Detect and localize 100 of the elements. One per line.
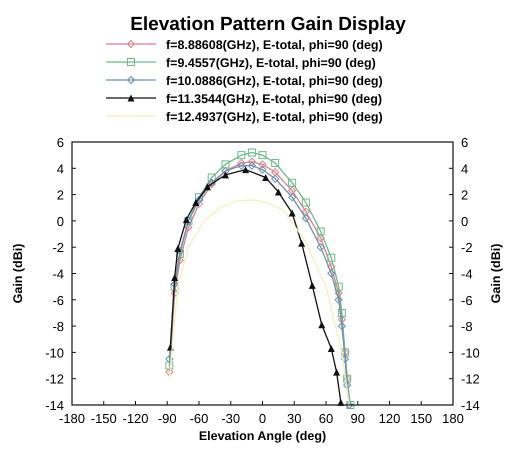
point (248, 162, 256, 170)
point (242, 166, 250, 174)
point (327, 254, 336, 262)
point (208, 174, 216, 182)
point (334, 296, 343, 304)
y-tick-label: 6 (56, 135, 64, 150)
point (302, 208, 310, 216)
point (165, 368, 174, 376)
y2-tick-label: -12 (461, 372, 480, 387)
y2-tick-label: -4 (461, 266, 473, 282)
y-axis-title: Gain (dBi) (11, 244, 25, 304)
point (274, 188, 282, 196)
point (288, 210, 296, 217)
legend-label: f=10.0886(GHz), E-total, phi=90 (deg) (166, 74, 383, 88)
point (328, 344, 335, 352)
point (271, 174, 280, 183)
point (288, 178, 296, 187)
point (182, 216, 190, 224)
point (237, 162, 246, 170)
point (176, 250, 184, 258)
point (221, 160, 230, 168)
x-tick-label: -150 (90, 411, 117, 426)
x-tick-label: -60 (190, 411, 208, 426)
point (316, 234, 325, 242)
point (316, 227, 325, 236)
y2-tick-label: -14 (461, 398, 480, 413)
y-tick-label: -12 (45, 372, 64, 387)
point (176, 256, 184, 264)
point (302, 198, 310, 206)
y2-tick-label: -6 (461, 292, 473, 308)
point (288, 186, 296, 195)
point (237, 151, 246, 160)
y-tick-label: -14 (45, 398, 64, 413)
legend-label: f=11.3544(GHz), E-total, phi=90 (deg) (166, 92, 382, 106)
point (327, 262, 336, 271)
x-tick-label: 60 (318, 411, 334, 426)
point (176, 247, 184, 256)
point (165, 354, 174, 363)
point (308, 282, 316, 289)
point (170, 282, 179, 291)
x-tick-label: 150 (410, 411, 432, 426)
chart-title: Elevation Pattern Gain Display (130, 14, 406, 35)
y-tick-label: -4 (52, 266, 64, 282)
point (271, 159, 280, 168)
point (338, 322, 346, 330)
y2-tick-label: 2 (461, 188, 468, 203)
y-tick-label: 4 (56, 161, 64, 176)
point (327, 270, 336, 278)
x-axis-title: Elevation Angle (deg) (198, 429, 326, 443)
point (258, 151, 266, 160)
x-tick-label: 0 (258, 411, 266, 426)
point (288, 193, 296, 202)
point (334, 282, 343, 291)
point (316, 243, 325, 252)
x-tick-label: -120 (122, 411, 149, 426)
legend-label: f=9.4557(GHz), E-total, phi=90 (deg) (166, 56, 376, 70)
point (204, 183, 211, 190)
x-tick-label: 120 (378, 411, 400, 426)
legend-label: f=8.88608(GHz), E-total, phi=90 (deg) (166, 38, 383, 52)
y-tick-label: -2 (52, 240, 64, 256)
x-tick-label: 30 (287, 411, 302, 426)
point (195, 196, 203, 204)
y-tick-label: -8 (52, 319, 64, 334)
point (171, 274, 178, 281)
point (338, 308, 346, 317)
y-tick-label: -6 (52, 292, 64, 308)
point (302, 214, 310, 222)
point (237, 159, 246, 168)
x-tick-label: 180 (442, 411, 464, 426)
point (195, 193, 203, 202)
legend-label: f=12.4937(GHz), E-total, phi=90 (deg) (166, 110, 383, 124)
y-tick-label: 2 (56, 188, 64, 203)
point (271, 168, 280, 176)
point (222, 171, 229, 178)
y2-tick-label: -8 (461, 319, 473, 334)
x-tick-label: -180 (58, 411, 86, 426)
y-tick-label: 0 (56, 214, 64, 229)
y2-tick-label: 0 (461, 214, 468, 229)
x-tick-label: -30 (221, 411, 240, 426)
point (298, 240, 306, 247)
y2-tick-label: 6 (461, 135, 468, 150)
point (333, 368, 340, 376)
point (258, 160, 266, 168)
point (341, 354, 350, 363)
y-tick-label: -10 (45, 345, 64, 360)
point (174, 245, 182, 252)
point (262, 174, 270, 182)
point (165, 362, 174, 370)
point (170, 280, 179, 288)
y2-axis-title: Gain (dBi) (489, 244, 503, 304)
y2-tick-label: 4 (461, 161, 468, 176)
point (248, 158, 256, 166)
y2-tick-label: -2 (461, 240, 473, 256)
point (343, 381, 352, 390)
point (258, 166, 266, 174)
x-tick-label: -90 (158, 411, 177, 426)
point (192, 198, 200, 206)
x-tick-label: 90 (350, 411, 365, 426)
point (338, 316, 346, 324)
y2-tick-label: -10 (461, 345, 480, 360)
